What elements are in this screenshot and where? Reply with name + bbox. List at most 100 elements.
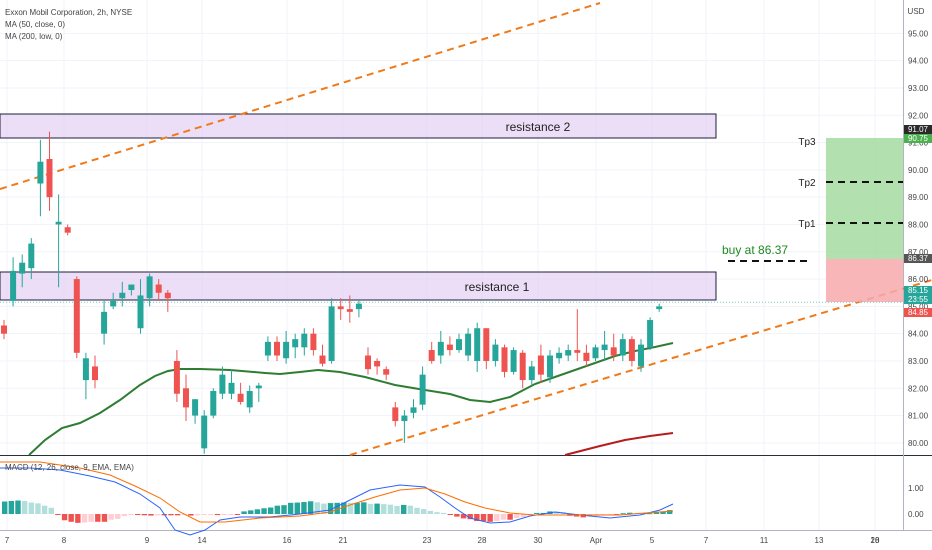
price-tick: 86.00 [908, 275, 929, 284]
candle-body [201, 415, 208, 449]
macd-histogram-bar [188, 514, 194, 516]
candle [410, 399, 417, 419]
macd-histogram-bar [154, 514, 161, 516]
candle-body [565, 350, 572, 356]
candle [82, 352, 89, 400]
candle-body [465, 333, 472, 356]
candle-body [519, 352, 526, 381]
candle-body [592, 347, 599, 359]
candlestick-series[interactable] [0, 131, 903, 454]
candle-body [264, 341, 271, 356]
entry-label: buy at 86.37 [722, 243, 788, 257]
macd-histogram-bar [261, 508, 267, 514]
macd-histogram-bar [627, 512, 633, 514]
channel-trendlines[interactable] [0, 2, 932, 456]
candle [547, 350, 553, 383]
price-badge [904, 286, 932, 304]
candle-body [255, 385, 262, 389]
macd-histogram-bar [214, 514, 221, 516]
macd-pane[interactable]: 1.00 0.00 [0, 461, 924, 536]
candle-body [301, 333, 308, 348]
candle-body [556, 352, 563, 359]
candle-body [574, 350, 581, 353]
resistance-label: resistance 2 [506, 120, 571, 134]
price-badge [904, 125, 932, 134]
price-axis[interactable]: 95.00 94.00 93.00 92.00 91.00 90.00 89.00 88.00… [904, 29, 932, 448]
macd-histogram-bar [454, 514, 460, 517]
candle [146, 273, 153, 307]
candle [574, 309, 581, 361]
candle-body [446, 344, 453, 351]
candle [592, 344, 599, 361]
macd-histogram-bar [234, 514, 241, 515]
macd-histogram-bar [507, 514, 513, 520]
candle-body [638, 344, 644, 367]
macd-histogram-bar [128, 514, 134, 515]
macd-histogram-bar [141, 514, 148, 516]
symbol-title[interactable]: Exxon Mobil Corporation, 2h, NYSE [5, 8, 133, 17]
candle [246, 385, 253, 413]
candle [264, 336, 271, 361]
trade-projection[interactable]: Tp3 Tp2 Tp1 buy at 86.37 [722, 137, 903, 302]
price-tick: 88.00 [908, 220, 929, 229]
macd-histogram-bar [48, 507, 54, 514]
candle-body [328, 306, 335, 361]
candle [537, 344, 544, 383]
ma200-legend[interactable]: MA (200, low, 0) [5, 32, 63, 41]
time-label: 21 [339, 536, 348, 545]
macd-histogram-bar [115, 514, 121, 519]
time-label: 18 [871, 536, 880, 545]
candle [456, 333, 462, 353]
macd-histogram-bar [434, 512, 440, 514]
macd-histogram-bar [467, 514, 473, 520]
macd-histogram-bar [653, 511, 660, 514]
macd-histogram-bar [168, 514, 174, 516]
candle [437, 330, 444, 364]
macd-histogram-bar [41, 505, 48, 514]
candle [110, 292, 117, 310]
price-badge-value: 85.15 [908, 286, 929, 295]
currency-label: USD [908, 7, 925, 16]
price-badge-time: 23:55 [908, 295, 929, 304]
resistance-zone [0, 271, 717, 301]
candle-body [28, 243, 35, 269]
candle [619, 333, 626, 361]
macd-signal-line [0, 461, 674, 523]
candle [638, 339, 644, 372]
candle-body [173, 360, 180, 394]
resistance-label: resistance 1 [465, 280, 530, 294]
candle-body [510, 350, 517, 372]
candle [173, 350, 180, 402]
candle [374, 358, 381, 375]
macd-histogram-bar [660, 511, 666, 514]
candle-body [10, 270, 17, 301]
macd-histogram-bar [500, 514, 507, 520]
candle [183, 374, 189, 422]
candle [556, 347, 563, 364]
time-label: 16 [283, 536, 292, 545]
candle [656, 303, 663, 312]
macd-histogram-bar [81, 514, 88, 523]
candle [101, 300, 108, 345]
macd-legend[interactable]: MACD (12, 26, close, 9, EMA, EMA) [5, 463, 134, 472]
candle-body [146, 276, 153, 299]
candle [337, 298, 344, 321]
tp-label: Tp2 [798, 178, 816, 189]
macd-histogram-bar [440, 512, 447, 514]
macd-histogram-bar [407, 505, 414, 514]
candle-body [92, 366, 98, 381]
ma50-legend[interactable]: MA (50, close, 0) [5, 20, 66, 29]
candle-body [456, 339, 462, 351]
time-label: 23 [423, 536, 432, 545]
macd-histogram-bar [314, 502, 320, 514]
macd-histogram-bar [28, 502, 34, 514]
candle [192, 399, 199, 424]
candle-body [583, 352, 590, 361]
macd-histogram-bar [401, 504, 407, 514]
macd-histogram-bar [108, 514, 114, 520]
candle-body [419, 374, 426, 405]
macd-histogram-bar [21, 501, 28, 514]
macd-histogram-bar [254, 509, 261, 514]
